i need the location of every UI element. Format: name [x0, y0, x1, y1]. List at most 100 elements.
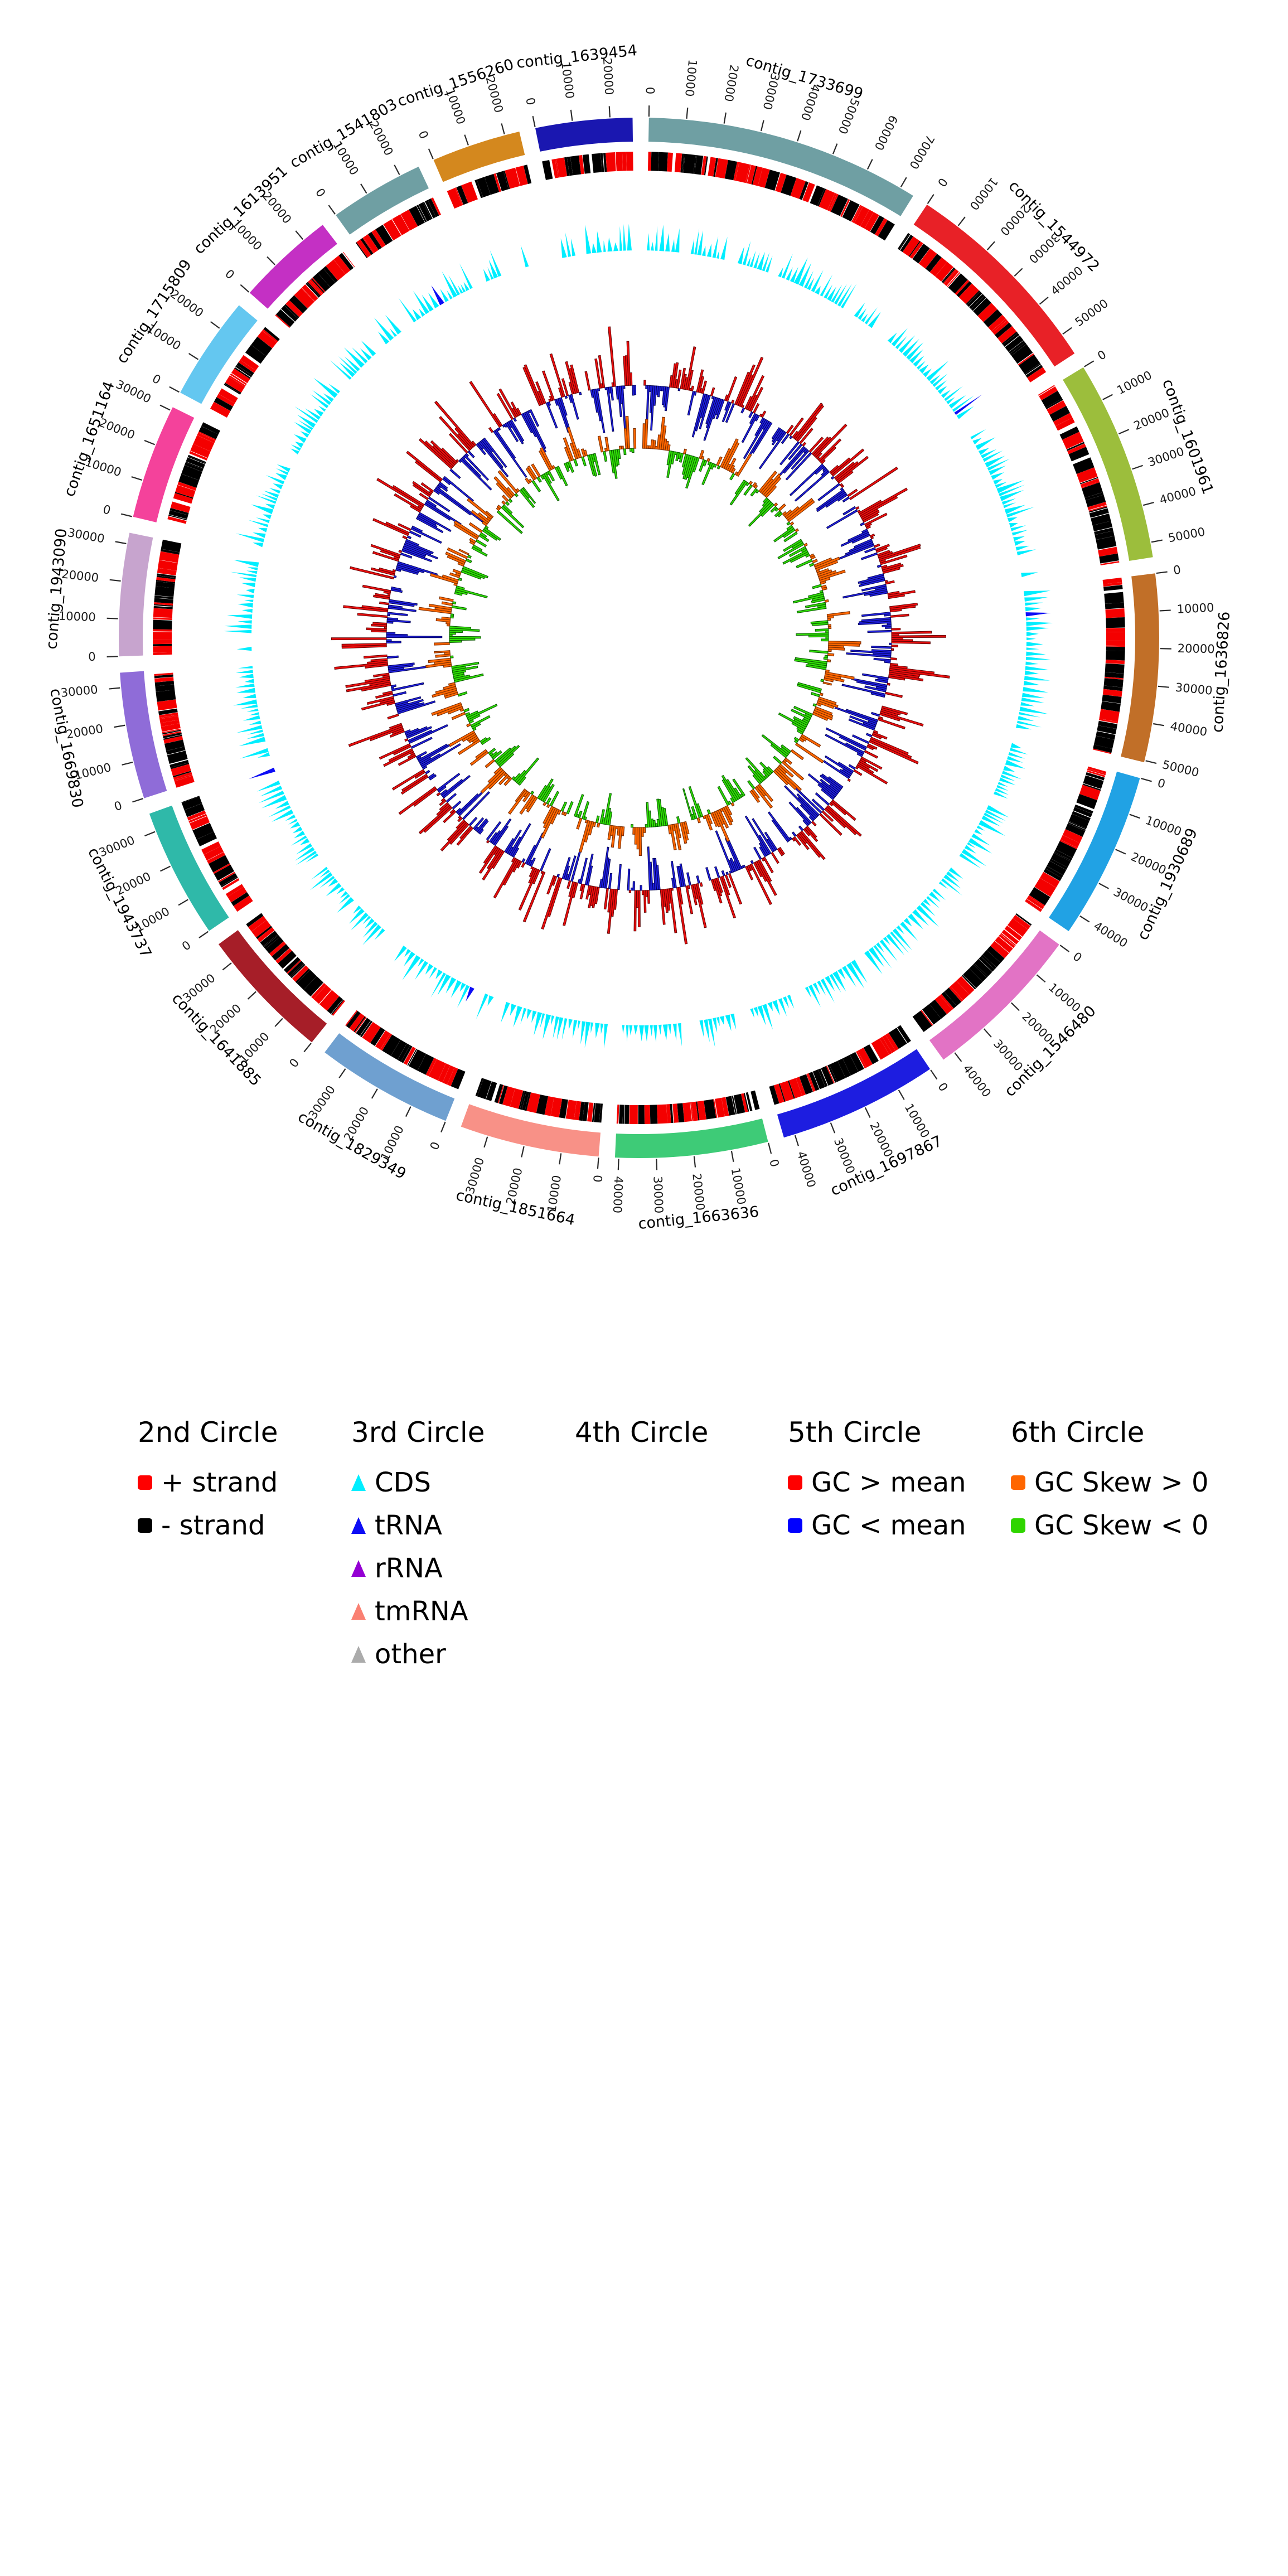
- legend-column-2nd-circle: 2nd Circle + strand - strand: [138, 1415, 278, 1547]
- legend-column-4th-circle: 4th Circle: [575, 1415, 708, 1461]
- contig-arc: [929, 930, 1059, 1060]
- tick-marks: [106, 105, 1171, 1170]
- tick-label: 30000: [651, 1176, 665, 1214]
- legend-item-tmrna: tmRNA: [351, 1590, 485, 1633]
- legend-title: 5th Circle: [788, 1416, 922, 1449]
- contig-arc: [149, 805, 229, 931]
- legend-item-gcskew-pos: GC Skew > 0: [1011, 1461, 1209, 1504]
- contig-arc: [249, 225, 337, 309]
- contig-name-label: contig_1546480: [1001, 1003, 1100, 1100]
- tick-label: 30000: [1146, 444, 1186, 469]
- tick-label: 20000: [601, 57, 616, 95]
- tick-label: 70000: [907, 133, 937, 172]
- tick-label: 30000: [1111, 885, 1150, 914]
- legend-title: 6th Circle: [1011, 1416, 1145, 1449]
- legend-item-gcskew-neg: GC Skew < 0: [1011, 1504, 1209, 1547]
- tick-label: 0: [1156, 776, 1166, 791]
- contig-name-label: contig_1943737: [84, 845, 154, 961]
- strand-feature-ring: [153, 152, 1125, 1124]
- legend-item-label: tmRNA: [375, 1595, 468, 1627]
- legend-item-label: GC < mean: [811, 1509, 966, 1541]
- contig-name-label: contig_1930689: [1134, 826, 1201, 943]
- contig-name-label: contig_1601961: [1159, 377, 1217, 497]
- tick-label: 0: [428, 1140, 443, 1151]
- contig-name-label: contig_1651164: [61, 379, 118, 499]
- tick-label: 0: [287, 1056, 302, 1070]
- tick-label: 0: [1173, 563, 1182, 577]
- tick-label: 40000: [611, 1176, 626, 1214]
- legend-item-gc-above: GC > mean: [788, 1461, 966, 1504]
- tick-label: 0: [88, 650, 96, 664]
- tick-label: 0: [1095, 347, 1108, 362]
- tick-label: 0: [935, 1080, 950, 1094]
- contig-arc: [1049, 771, 1140, 932]
- tick-label: 40000: [1158, 485, 1198, 507]
- contig-name-label: contig_1636826: [1209, 611, 1233, 733]
- plus-strand-swatch-icon: [138, 1475, 152, 1490]
- tick-label: 30000: [1175, 681, 1213, 698]
- legend-item-label: GC > mean: [811, 1466, 966, 1498]
- tick-label: 10000: [682, 59, 699, 98]
- contig-name-label: contig_1715809: [113, 256, 195, 367]
- tick-label: 0: [222, 267, 237, 282]
- gc-skew-ring: [418, 415, 861, 856]
- tick-label: 10000: [1115, 368, 1154, 397]
- contig-name-label: contig_1733699: [744, 52, 865, 103]
- tick-label: 20000: [1129, 850, 1168, 877]
- tick-label: 0: [180, 938, 193, 953]
- gc-content-ring: [331, 326, 950, 945]
- legend-item-label: GC Skew > 0: [1034, 1466, 1209, 1498]
- tick-label: 10000: [1144, 814, 1183, 839]
- rrna-swatch-icon: [351, 1560, 366, 1577]
- legend-item-other: other: [351, 1633, 485, 1676]
- contig-arc: [461, 1104, 601, 1157]
- contig-name-label: contig_1943090: [43, 527, 70, 650]
- legend-item-label: CDS: [375, 1466, 431, 1498]
- tick-label: 30000: [114, 377, 153, 406]
- tick-label: 10000: [1176, 601, 1214, 616]
- contig-name-label: contig_1669830: [46, 687, 86, 809]
- tick-label: 10000: [967, 175, 1000, 213]
- gc-below-swatch-icon: [788, 1518, 802, 1533]
- legend-item-plus-strand: + strand: [138, 1461, 278, 1504]
- legend-column-6th-circle: 6th Circle GC Skew > 0 GC Skew < 0: [1011, 1415, 1209, 1547]
- contig-arc: [336, 166, 429, 235]
- tick-label: 10000: [58, 609, 96, 624]
- contig-arc: [1121, 573, 1160, 763]
- tick-label: 10000: [729, 1166, 748, 1205]
- contig-name-label: contig_1641885: [168, 990, 264, 1090]
- legend-title: 3rd Circle: [351, 1416, 485, 1449]
- tick-label: 50000: [1161, 758, 1200, 779]
- tick-label: 60000: [872, 113, 900, 153]
- legend-column-5th-circle: 5th Circle GC > mean GC < mean: [788, 1415, 966, 1547]
- contig-arc: [1063, 367, 1153, 561]
- contig-band-ring: [118, 118, 1160, 1159]
- tick-label: 50000: [836, 96, 862, 136]
- tick-label: 0: [590, 1174, 604, 1183]
- tick-label: 20000: [1178, 642, 1215, 656]
- tick-label: 40000: [1169, 719, 1208, 739]
- tick-label: 40000: [960, 1062, 994, 1100]
- tick-label: 0: [113, 798, 124, 814]
- trna-swatch-icon: [351, 1517, 366, 1534]
- contig-arc: [325, 1033, 455, 1121]
- contig-arc: [777, 1049, 931, 1138]
- contig-name-label: contig_1544972: [1005, 177, 1102, 275]
- tick-label: 30000: [66, 526, 105, 546]
- contig-arc: [614, 1118, 768, 1159]
- tick-label: 30000: [831, 1136, 858, 1176]
- tick-label: 20000: [867, 1120, 895, 1160]
- gc-above-swatch-icon: [788, 1475, 802, 1490]
- tick-label: 0: [313, 186, 328, 200]
- legend-item-gc-below: GC < mean: [788, 1504, 966, 1547]
- cds-feature-ring: [224, 224, 1053, 1049]
- tick-label: 40000: [1048, 264, 1086, 298]
- contig-arc: [118, 532, 153, 657]
- contig-arc: [120, 671, 167, 798]
- contig-arc: [133, 407, 195, 522]
- contig-arc: [218, 930, 327, 1043]
- legend-item-label: GC Skew < 0: [1034, 1509, 1209, 1541]
